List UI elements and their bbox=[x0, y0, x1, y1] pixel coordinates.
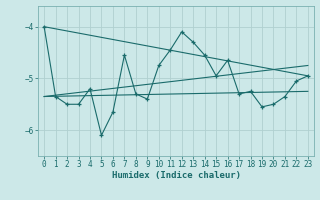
X-axis label: Humidex (Indice chaleur): Humidex (Indice chaleur) bbox=[111, 171, 241, 180]
